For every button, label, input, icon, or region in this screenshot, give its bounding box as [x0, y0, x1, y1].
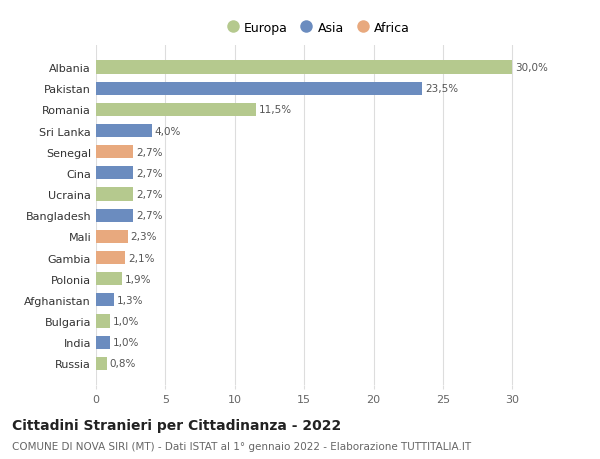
- Text: 30,0%: 30,0%: [515, 63, 548, 73]
- Text: 11,5%: 11,5%: [259, 105, 292, 115]
- Bar: [96, 294, 114, 307]
- Text: 1,0%: 1,0%: [113, 316, 139, 326]
- Text: 1,0%: 1,0%: [113, 337, 139, 347]
- Bar: [96, 62, 512, 74]
- Text: 1,9%: 1,9%: [125, 274, 152, 284]
- Text: Cittadini Stranieri per Cittadinanza - 2022: Cittadini Stranieri per Cittadinanza - 2…: [12, 418, 341, 431]
- Bar: [96, 273, 122, 285]
- Text: 2,7%: 2,7%: [136, 190, 163, 200]
- Text: 0,8%: 0,8%: [110, 358, 136, 369]
- Text: 2,7%: 2,7%: [136, 147, 163, 157]
- Text: 4,0%: 4,0%: [154, 126, 181, 136]
- Bar: [96, 315, 110, 328]
- Text: 23,5%: 23,5%: [425, 84, 458, 94]
- Bar: [96, 336, 110, 349]
- Legend: Europa, Asia, Africa: Europa, Asia, Africa: [223, 18, 413, 39]
- Text: 2,7%: 2,7%: [136, 168, 163, 179]
- Text: 1,3%: 1,3%: [117, 295, 143, 305]
- Text: COMUNE DI NOVA SIRI (MT) - Dati ISTAT al 1° gennaio 2022 - Elaborazione TUTTITAL: COMUNE DI NOVA SIRI (MT) - Dati ISTAT al…: [12, 441, 471, 451]
- Text: 2,1%: 2,1%: [128, 253, 154, 263]
- Bar: [96, 104, 256, 117]
- Bar: [96, 83, 422, 95]
- Text: 2,3%: 2,3%: [131, 232, 157, 242]
- Bar: [96, 357, 107, 370]
- Bar: [96, 188, 133, 201]
- Bar: [96, 252, 125, 264]
- Bar: [96, 125, 151, 138]
- Text: 2,7%: 2,7%: [136, 211, 163, 221]
- Bar: [96, 230, 128, 243]
- Bar: [96, 167, 133, 180]
- Bar: [96, 146, 133, 159]
- Bar: [96, 209, 133, 222]
